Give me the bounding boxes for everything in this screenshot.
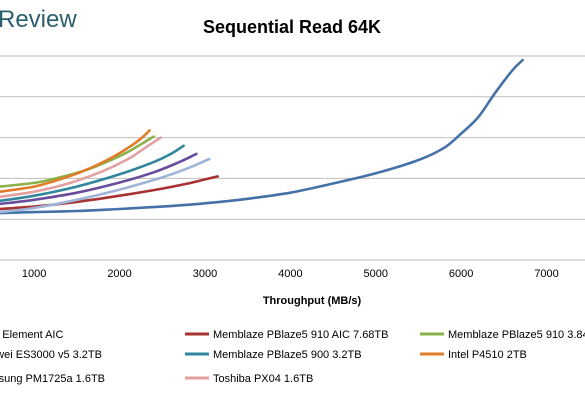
series-line-3 bbox=[0, 152, 198, 206]
legend-label: Liqid Element AIC bbox=[0, 329, 63, 341]
x-tick-label: 7000 bbox=[534, 268, 558, 280]
x-tick-label: 5000 bbox=[364, 268, 388, 280]
series-line-5 bbox=[0, 129, 151, 193]
series-line-7 bbox=[0, 136, 162, 199]
x-tick-label: 1000 bbox=[22, 268, 46, 280]
logo-text: Review bbox=[0, 6, 77, 33]
series-line-6 bbox=[0, 157, 211, 214]
legend-label: Samsung PM1725a 1.6TB bbox=[0, 373, 105, 385]
x-tick-label: 4000 bbox=[278, 268, 302, 280]
legend: Liqid Element AIC Memblaze PBlaze5 910 AI… bbox=[0, 329, 585, 385]
legend-label: Memblaze PBlaze5 900 3.2TB bbox=[213, 349, 362, 361]
x-tick-label: 6000 bbox=[449, 268, 473, 280]
x-tick-label: 3000 bbox=[193, 268, 217, 280]
legend-label: Memblaze PBlaze5 910 3.84TB bbox=[448, 329, 585, 341]
series-line-0 bbox=[0, 58, 524, 215]
legend-label: Memblaze PBlaze5 910 AIC 7.68TB bbox=[213, 329, 388, 341]
grid-lines bbox=[0, 55, 585, 261]
x-axis-label: Throughput (MB/s) bbox=[263, 295, 362, 307]
series-lines bbox=[0, 58, 524, 215]
chart-title: Sequential Read 64K bbox=[203, 17, 381, 37]
series-line-4 bbox=[0, 144, 185, 203]
x-tick-label: 2000 bbox=[107, 268, 131, 280]
x-axis-ticks: 1000 2000 3000 4000 5000 6000 7000 bbox=[22, 268, 559, 280]
legend-label: Toshiba PX04 1.6TB bbox=[213, 373, 313, 385]
legend-label: Intel P4510 2TB bbox=[448, 349, 527, 361]
legend-label: Huawei ES3000 v5 3.2TB bbox=[0, 349, 102, 361]
